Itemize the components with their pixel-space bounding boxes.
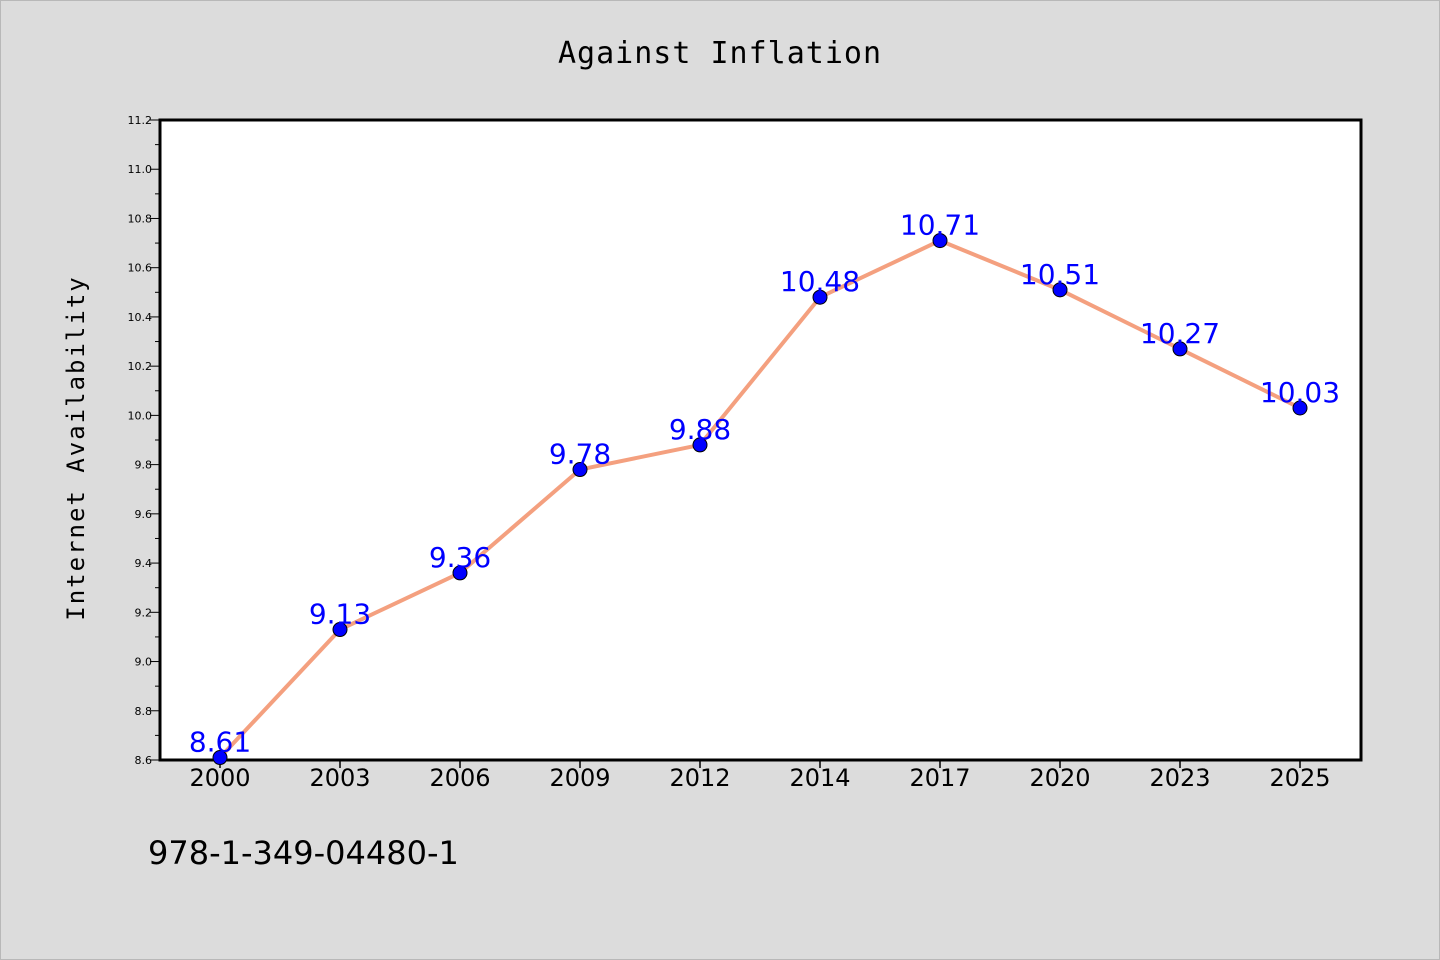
x-tick-label: 2006 bbox=[429, 764, 490, 792]
data-label: 10.51 bbox=[1020, 258, 1100, 291]
y-tick-label: 10.2 bbox=[128, 360, 153, 373]
y-tick-label: 11.2 bbox=[128, 114, 153, 127]
data-label: 10.71 bbox=[900, 209, 980, 242]
data-point bbox=[1172, 341, 1188, 357]
x-tick-label: 2017 bbox=[909, 764, 970, 792]
data-point bbox=[452, 565, 468, 581]
data-point bbox=[1292, 400, 1308, 416]
y-tick-label: 10.4 bbox=[128, 311, 153, 324]
data-label: 9.13 bbox=[309, 598, 371, 631]
chart-title: Against Inflation bbox=[558, 36, 882, 71]
data-markers bbox=[212, 233, 1308, 766]
x-tick-label: 2003 bbox=[309, 764, 370, 792]
data-label: 9.88 bbox=[669, 413, 731, 446]
y-tick-label: 8.6 bbox=[135, 754, 153, 767]
x-tick-label: 2009 bbox=[549, 764, 610, 792]
x-tick-label: 2012 bbox=[669, 764, 730, 792]
data-point bbox=[572, 462, 588, 478]
y-axis-label: Internet Availability bbox=[62, 275, 90, 620]
data-point bbox=[332, 622, 348, 638]
data-labels: 8.61 9.13 9.36 9.78 9.88 10.48 10.71 10.51 10.27… bbox=[189, 209, 1340, 759]
y-tick-label: 10.8 bbox=[128, 212, 153, 225]
x-tick-label: 2025 bbox=[1269, 764, 1330, 792]
series-line bbox=[218, 238, 1301, 759]
x-tick-label: 2023 bbox=[1149, 764, 1210, 792]
data-label: 10.27 bbox=[1140, 317, 1220, 350]
footer-isbn: 978-1-349-04480-1 bbox=[148, 834, 459, 872]
data-point bbox=[212, 750, 228, 766]
y-tick-label: 10.0 bbox=[128, 409, 153, 422]
x-tick-label: 2014 bbox=[789, 764, 850, 792]
data-point bbox=[692, 437, 708, 453]
y-tick-label: 8.8 bbox=[135, 705, 153, 718]
x-axis-ticks: 2000 2003 2006 2009 2012 2014 2017 2020 2023 2025 bbox=[189, 760, 1331, 792]
data-point bbox=[1052, 282, 1068, 298]
data-label: 10.03 bbox=[1260, 376, 1340, 409]
x-tick-label: 2020 bbox=[1029, 764, 1090, 792]
x-tick-label: 2000 bbox=[189, 764, 250, 792]
y-axis-ticks: 8.6 8.8 9.0 9.2 9.4 9.6 9.8 10.0 10.2 10.4 10.6 10.… bbox=[128, 114, 160, 767]
y-tick-label: 11.0 bbox=[128, 163, 153, 176]
y-tick-label: 9.0 bbox=[135, 656, 153, 669]
data-label: 8.61 bbox=[189, 726, 251, 759]
y-tick-label: 9.2 bbox=[135, 606, 153, 619]
y-tick-label: 9.6 bbox=[135, 508, 153, 521]
data-label: 9.36 bbox=[429, 541, 491, 574]
data-point bbox=[932, 233, 948, 249]
plot-area bbox=[158, 118, 1363, 762]
y-tick-label: 9.4 bbox=[135, 557, 153, 570]
data-label: 9.78 bbox=[549, 438, 611, 471]
data-label: 10.48 bbox=[780, 265, 860, 298]
series-line-group bbox=[218, 238, 1301, 759]
y-tick-label: 9.8 bbox=[135, 459, 153, 472]
y-tick-label: 10.6 bbox=[128, 262, 153, 275]
data-point bbox=[812, 289, 828, 305]
